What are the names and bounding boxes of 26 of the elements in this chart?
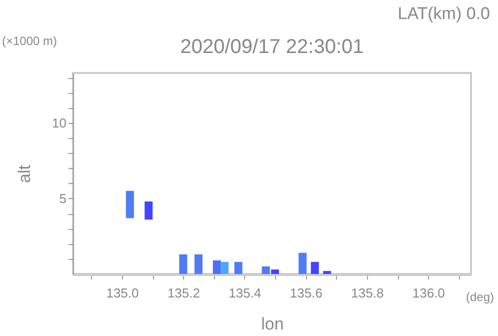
bar — [323, 270, 332, 274]
x-tick-label: 135.4 — [228, 286, 262, 300]
bar — [126, 190, 134, 218]
y-tick-label: 10 — [52, 115, 66, 130]
text: LAT(km) 0.0 — [398, 4, 490, 24]
bar — [298, 252, 307, 274]
text: (×1000 m) — [2, 34, 58, 48]
x-tick-label: 135.8 — [351, 286, 384, 300]
bar — [179, 254, 188, 274]
y-tick-label: 5 — [59, 190, 66, 206]
bar — [144, 201, 153, 220]
chart-title: 2020/09/17 22:30:01 — [180, 36, 364, 58]
bar — [234, 262, 242, 274]
bar — [194, 254, 203, 274]
x-tick-label: 135.0 — [106, 286, 139, 300]
y-axis-title: alt — [15, 164, 34, 183]
bar — [262, 266, 270, 274]
x-axis-title: lon — [261, 314, 284, 334]
bar — [220, 262, 229, 274]
bar — [271, 269, 280, 274]
x-tick-label: 135.6 — [290, 286, 322, 300]
bar — [310, 262, 319, 274]
bar — [212, 260, 221, 274]
x-tick-label: 136.0 — [412, 286, 445, 300]
text: (deg) — [466, 290, 494, 304]
x-tick-label: 135.2 — [167, 286, 200, 300]
